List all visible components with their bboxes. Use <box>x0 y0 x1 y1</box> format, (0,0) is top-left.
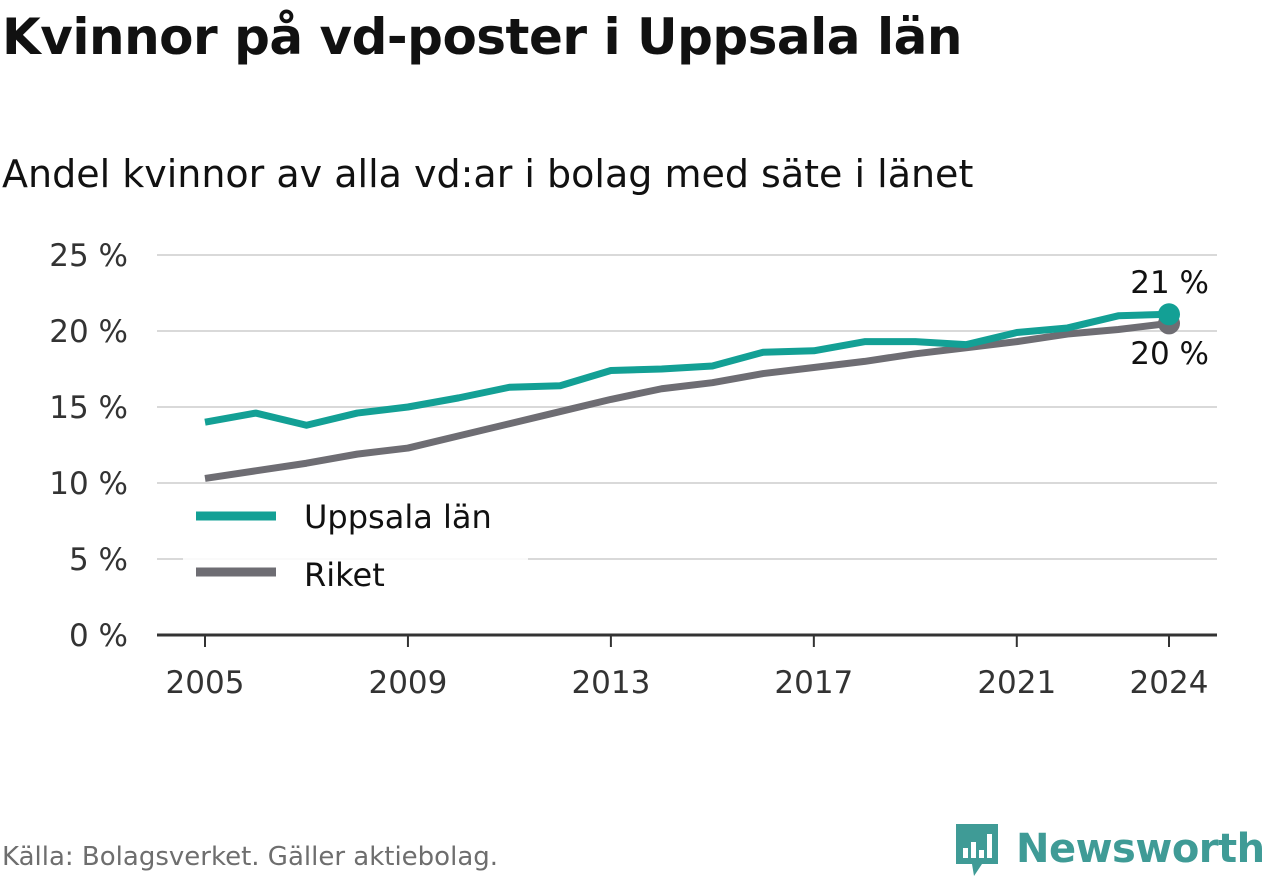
x-tick-label: 2009 <box>368 665 447 701</box>
newsworthy-logo-icon <box>956 824 998 876</box>
source-note: Källa: Bolagsverket. Gäller aktiebolag. <box>2 842 499 872</box>
brand-name: Newsworthy <box>1016 826 1262 872</box>
brand-logo: Newsworthy <box>952 820 1262 878</box>
end-label-riket: 20 % <box>1130 336 1209 372</box>
x-tick-label: 2013 <box>571 665 650 701</box>
end-point-uppsala <box>1158 303 1180 326</box>
x-axis-ticks: 2005 2009 2013 2017 2021 2024 <box>166 635 1209 701</box>
y-tick-label: 5 % <box>69 542 128 578</box>
legend-label-riket: Riket <box>304 556 385 594</box>
line-chart: 0 %5 %10 %15 %20 %25 % 2005 2009 2013 2017 2… <box>49 238 1217 701</box>
y-tick-label: 15 % <box>49 390 128 426</box>
legend-background <box>183 487 528 597</box>
series-line-riket <box>204 319 1170 482</box>
y-tick-label: 25 % <box>49 238 128 274</box>
chart-title: Kvinnor på vd-poster i Uppsala län <box>2 8 962 66</box>
series-line-uppsala <box>204 310 1170 429</box>
chart-subtitle: Andel kvinnor av alla vd:ar i bolag med … <box>2 152 974 196</box>
y-tick-label: 20 % <box>49 314 128 350</box>
x-tick-label: 2021 <box>977 665 1056 701</box>
x-tick-label: 2024 <box>1130 665 1209 701</box>
y-axis-ticks: 0 % 5 % 10 % 15 % 20 % 25 % <box>49 238 128 654</box>
y-tick-label: 0 % <box>69 618 128 654</box>
series-lines <box>204 303 1180 482</box>
y-tick-label: 10 % <box>49 466 128 502</box>
end-label-uppsala: 21 % <box>1130 265 1209 301</box>
legend-label-uppsala: Uppsala län <box>304 498 492 536</box>
x-tick-label: 2017 <box>774 665 853 701</box>
x-tick-label: 2005 <box>166 665 245 701</box>
legend: Uppsala län Riket <box>183 487 528 597</box>
